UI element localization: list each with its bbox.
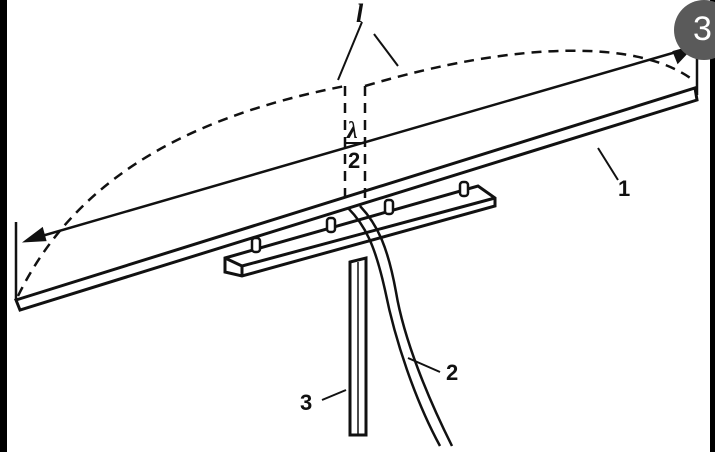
leader-lines [321,147,619,401]
label-l: l [356,0,364,28]
label-1-antenna-element: 1 [618,176,630,201]
mounting-bracket [223,184,497,278]
label-lambda: λ [346,118,358,144]
label-2-feed-cable: 2 [446,360,458,385]
feed-cable [347,205,454,447]
label-3-mast: 3 [300,390,312,415]
antenna-element [14,86,699,312]
bracket-pegs [250,180,470,254]
label-lambda-denominator: 2 [348,148,360,173]
label-l-leaders [337,21,399,81]
corner-badge [674,0,715,60]
corner-badge-text: 3 [693,10,712,48]
mast [348,256,368,437]
